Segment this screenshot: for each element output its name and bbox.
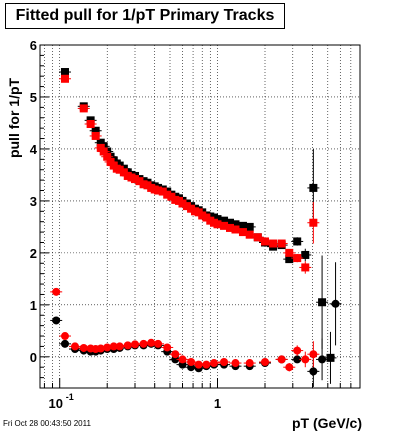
- data-point-circle: [194, 360, 203, 369]
- axes: 0 1 2 3 4 5 6 10 -1 1: [30, 38, 361, 411]
- data-point-square: [318, 298, 327, 307]
- data-point-circle: [309, 350, 318, 359]
- data-point-circle: [115, 342, 124, 351]
- x-tick-label-exponent: -1: [66, 392, 74, 402]
- data-point-square: [245, 230, 254, 239]
- data-point-square: [182, 202, 191, 211]
- timestamp-footer: Fri Oct 28 00:43:50 2011: [3, 419, 91, 428]
- data-point-circle: [331, 299, 340, 308]
- data-point-square: [293, 237, 302, 246]
- data-point-square: [301, 263, 310, 272]
- data-point-square: [220, 221, 229, 230]
- x-axis-label: pT (GeV/c): [292, 415, 362, 431]
- data-point-circle: [123, 341, 132, 350]
- plot-frame: [39, 44, 361, 389]
- data-point-circle: [318, 355, 327, 364]
- data-point-square: [198, 211, 207, 220]
- data-point-square: [225, 223, 234, 232]
- data-point-square: [293, 254, 302, 263]
- data-point-square: [135, 177, 144, 186]
- y-axis-label: pull for 1/pT: [6, 78, 22, 159]
- data-point-square: [220, 216, 229, 225]
- y-tick-label: 6: [30, 38, 37, 53]
- y-tick-label: 3: [30, 194, 37, 209]
- data-point-circle: [209, 359, 218, 368]
- data-point-circle: [309, 367, 318, 376]
- data-point-circle: [231, 359, 240, 368]
- data-point-square: [231, 225, 240, 234]
- data-point-square: [163, 190, 172, 199]
- data-point-square: [245, 222, 254, 231]
- y-tick-label: 2: [30, 246, 37, 261]
- y-tick-label: 5: [30, 90, 37, 105]
- data-point-square: [253, 233, 262, 242]
- data-point-circle: [220, 358, 229, 367]
- data-point-square: [213, 220, 222, 229]
- data-point-square: [261, 237, 270, 246]
- data-point-circle: [103, 343, 112, 352]
- data-point-circle: [79, 343, 88, 352]
- data-point-circle: [130, 340, 139, 349]
- chart-title: Fitted pull for 1/pT Primary Tracks: [5, 3, 285, 29]
- data-point-square: [60, 74, 69, 83]
- data-point-circle: [96, 344, 105, 353]
- data-point-circle: [293, 355, 302, 364]
- data-point-square: [309, 183, 318, 192]
- data-point-circle: [163, 343, 172, 352]
- y-tick-label: 1: [30, 298, 37, 313]
- y-tick-label: 4: [30, 142, 38, 157]
- data-point-circle: [60, 332, 69, 341]
- data-point-square: [269, 239, 278, 248]
- data-point-square: [231, 220, 240, 229]
- data-point-square: [238, 228, 247, 237]
- data-point-square: [79, 104, 88, 113]
- data-point-square: [91, 131, 100, 140]
- data-point-circle: [52, 316, 61, 325]
- data-point-circle: [187, 358, 196, 367]
- data-point-square: [285, 248, 294, 257]
- data-point-circle: [178, 355, 187, 364]
- data-point-square: [86, 119, 95, 128]
- data-point-square: [91, 126, 100, 135]
- data-point-circle: [202, 360, 211, 369]
- data-point-square: [277, 239, 286, 248]
- data-point-square: [238, 221, 247, 230]
- data-point-circle: [277, 355, 286, 364]
- data-point-circle: [52, 287, 61, 296]
- data-point-circle: [171, 350, 180, 359]
- y-tick-label: 0: [30, 350, 37, 365]
- data-point-circle: [285, 363, 294, 372]
- data-point-circle: [293, 346, 302, 355]
- data-point-square: [301, 250, 310, 259]
- data-point-square: [225, 218, 234, 227]
- data-point-square: [99, 147, 108, 156]
- data-point-square: [154, 186, 163, 195]
- data-point-square: [158, 187, 167, 196]
- data-point-square: [115, 165, 124, 174]
- data-point-square: [326, 353, 335, 362]
- x-tick-label: 1: [214, 396, 221, 411]
- data-points: [50, 68, 342, 387]
- data-point-square: [60, 68, 69, 77]
- data-point-square: [285, 255, 294, 264]
- data-point-circle: [301, 355, 310, 364]
- data-point-circle: [147, 338, 156, 347]
- data-point-circle: [139, 339, 148, 348]
- data-point-circle: [71, 342, 80, 351]
- data-point-square: [178, 199, 187, 208]
- data-point-square: [103, 152, 112, 161]
- data-point-circle: [245, 359, 254, 368]
- data-point-circle: [60, 339, 69, 348]
- data-point-circle: [261, 358, 270, 367]
- data-point-circle: [154, 339, 163, 348]
- data-point-square: [130, 175, 139, 184]
- data-point-square: [309, 218, 318, 227]
- x-tick-label: 10: [48, 396, 62, 411]
